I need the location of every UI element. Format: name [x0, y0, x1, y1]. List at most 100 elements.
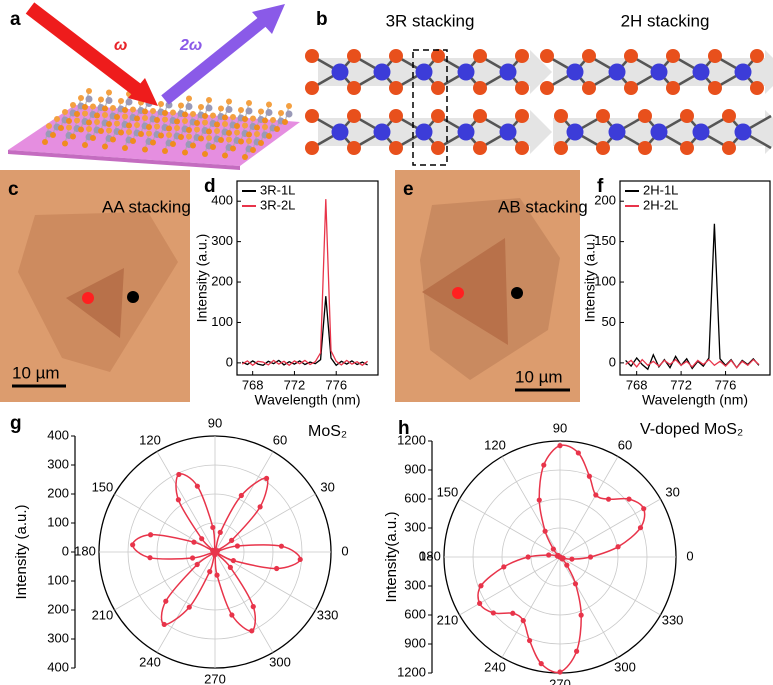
atom	[82, 104, 88, 110]
atom	[166, 132, 172, 138]
atom	[78, 126, 84, 133]
incident-beam	[25, 2, 145, 98]
atom	[138, 131, 144, 137]
atom	[94, 119, 100, 125]
data-point	[175, 497, 182, 503]
atom	[265, 109, 273, 116]
panel-label: e	[403, 179, 414, 200]
atom	[205, 104, 213, 112]
atom	[262, 117, 268, 124]
y-tick-label: 200	[211, 273, 233, 288]
panel-label: d	[204, 176, 216, 197]
angle-label: 90	[553, 420, 567, 435]
data-point	[578, 612, 584, 618]
sulfur-atom	[582, 81, 596, 95]
atom	[286, 103, 292, 109]
atom	[146, 130, 152, 137]
atom	[158, 101, 164, 107]
metal-atom	[566, 63, 584, 81]
data-point	[593, 492, 599, 498]
metal-atom	[499, 63, 517, 81]
atom	[146, 124, 152, 130]
data-point	[230, 557, 236, 564]
sulfur-atom	[347, 109, 361, 123]
atom	[162, 116, 168, 123]
atom	[258, 140, 264, 146]
r-tick-label: 100	[47, 572, 69, 587]
atom	[225, 106, 233, 113]
atom	[262, 124, 268, 130]
sulfur-atom	[708, 81, 722, 95]
data-point	[249, 628, 255, 634]
atom	[62, 140, 68, 147]
atom	[54, 116, 60, 122]
sulfur-atom	[596, 109, 610, 123]
atom	[74, 117, 80, 124]
grid-spoke	[214, 451, 274, 553]
data-point	[557, 669, 563, 675]
atom	[125, 98, 133, 106]
data-point	[542, 528, 548, 534]
angle-label: 270	[549, 676, 571, 685]
sulfur-atom	[638, 141, 652, 155]
sulfur-atom	[708, 49, 722, 63]
atom	[182, 149, 188, 156]
crystal-structure	[305, 49, 773, 155]
atom	[170, 141, 176, 147]
atom	[254, 131, 260, 137]
sulfur-atom	[389, 141, 403, 155]
sulfur-atom	[389, 49, 403, 63]
atom	[242, 154, 248, 160]
y-axis-label: Intensity (a.u.)	[194, 234, 210, 323]
metal-atom	[499, 123, 517, 141]
legend-label: 2H-2L	[643, 197, 678, 212]
grid-spoke	[501, 456, 561, 558]
sulfur-atom	[750, 81, 764, 95]
angle-label: 0	[686, 548, 693, 563]
data-point	[557, 443, 563, 449]
data-point	[626, 496, 632, 502]
atom	[122, 107, 128, 113]
sulfur-atom	[515, 141, 529, 155]
data-point	[213, 550, 219, 556]
r-tick-label: 600	[404, 490, 426, 505]
atom	[110, 105, 116, 111]
atom	[106, 121, 112, 127]
stacking-title: AB stacking	[498, 197, 588, 216]
atom	[90, 135, 96, 141]
angle-label: 150	[437, 484, 459, 499]
atom	[202, 113, 208, 119]
legend-label: 3R-2L	[260, 197, 295, 212]
r-tick-label: 300	[47, 630, 69, 645]
arrow-head	[252, 4, 285, 34]
r-tick-label: 600	[404, 606, 426, 621]
r-tick-label: 300	[404, 577, 426, 592]
data-point	[550, 546, 556, 552]
atom	[198, 104, 204, 110]
data-point	[234, 543, 241, 549]
marker-dot	[511, 287, 523, 299]
panel-label: g	[10, 413, 22, 434]
data-point	[263, 475, 270, 481]
angle-label: 90	[208, 415, 222, 430]
atom	[134, 122, 140, 128]
sulfur-atom	[680, 109, 694, 123]
atom	[174, 118, 180, 125]
atom	[118, 98, 124, 104]
data-point	[510, 610, 516, 616]
data-point	[477, 600, 483, 607]
atom	[202, 151, 208, 157]
atom	[246, 131, 252, 138]
atom	[102, 143, 108, 150]
layer-arrow	[318, 110, 552, 154]
atom	[246, 138, 252, 144]
atom	[226, 136, 232, 143]
data-point	[297, 556, 303, 563]
stacking-title: 2H stacking	[621, 11, 710, 30]
flake-bilayer	[422, 238, 508, 345]
grid-spoke	[459, 556, 561, 616]
r-tick-label: 400	[47, 659, 69, 674]
atom	[245, 107, 253, 115]
angle-label: 330	[662, 612, 684, 627]
data-point	[572, 581, 579, 587]
